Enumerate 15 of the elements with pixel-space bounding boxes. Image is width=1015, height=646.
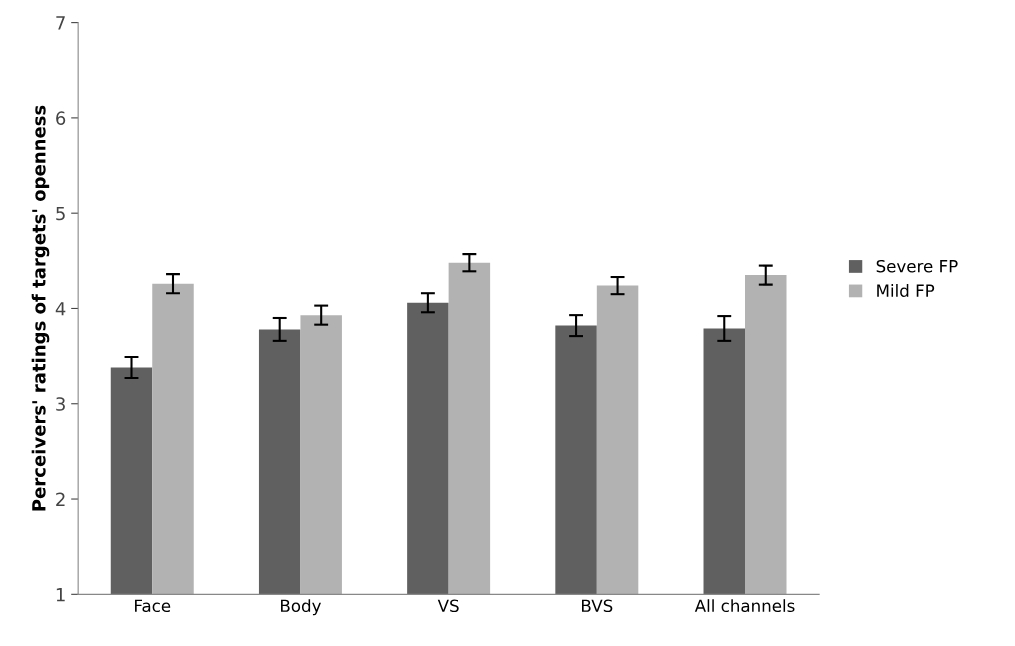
x-tick-label: Face bbox=[135, 599, 171, 613]
y-tick-label: 4 bbox=[55, 302, 66, 316]
y-tick-label: 3 bbox=[56, 397, 65, 411]
x-tick-label: Body bbox=[281, 599, 321, 616]
y-tick-label: 2 bbox=[56, 492, 65, 506]
legend-label: Mild FP bbox=[877, 284, 935, 297]
y-axis-title: Perceivers' ratings of targets' openness bbox=[31, 105, 50, 511]
x-tick-label: All channels bbox=[694, 599, 795, 613]
y-tick-label: 5 bbox=[56, 206, 65, 221]
y-tick-label: 1 bbox=[56, 588, 65, 602]
legend-label: Severe FP bbox=[876, 259, 958, 273]
x-tick-label: VS bbox=[437, 599, 459, 613]
y-tick-label: 7 bbox=[56, 16, 65, 30]
x-tick-label: BVS bbox=[582, 599, 613, 613]
y-tick-label: 6 bbox=[56, 111, 66, 126]
